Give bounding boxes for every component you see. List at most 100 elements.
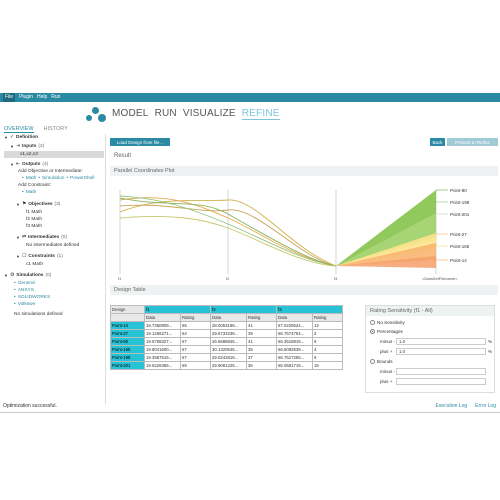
collapse-arrow-icon[interactable]: ▼ <box>16 254 20 259</box>
row-name[interactable]: Point-198 <box>110 353 145 362</box>
table-row[interactable]: Point-14 19.7360809... 65 28.0053198... … <box>110 321 343 330</box>
table-row[interactable]: Point-165 19.8041600... 67 30.1320545...… <box>110 345 343 354</box>
bounds-option[interactable]: Bounds <box>370 359 393 365</box>
tab-refine[interactable]: REFINE <box>241 108 280 120</box>
bounds-minus-input[interactable] <box>396 368 486 375</box>
minus-percent-input[interactable]: 1.0 <box>396 338 486 345</box>
cell[interactable]: 35 <box>246 345 277 354</box>
plus-percent-input[interactable]: 1.0 <box>396 348 486 355</box>
cell[interactable]: 9 <box>312 353 343 362</box>
bounds-plus-input[interactable] <box>396 378 486 385</box>
cell[interactable]: 65 <box>180 321 211 330</box>
load-design-button[interactable]: Load Design from file... <box>110 138 170 146</box>
tree-objectives[interactable]: Objectives <box>28 202 53 207</box>
collapse-arrow-icon[interactable]: ▼ <box>16 202 20 207</box>
tab-history[interactable]: HISTORY <box>43 126 68 132</box>
col-f3[interactable]: f3 <box>276 305 343 314</box>
radio-icon[interactable] <box>370 359 375 365</box>
execution-log-link[interactable]: Execution Log <box>435 403 468 409</box>
cell[interactable]: 66.3518819... <box>276 337 313 346</box>
radio-icon[interactable] <box>370 320 375 326</box>
tree-objective-f2[interactable]: f2 Math <box>26 217 42 222</box>
cell[interactable]: 19.7360809... <box>144 321 181 330</box>
menu-run[interactable]: Run <box>51 94 61 100</box>
table-row[interactable]: Point-27 19.1256271... 64 29.6733238... … <box>110 329 343 338</box>
cell[interactable]: 4 <box>312 345 343 354</box>
cell[interactable]: 29.6733238... <box>210 329 247 338</box>
cell[interactable]: 67 <box>180 345 211 354</box>
tree-objective-f3[interactable]: f3 Math <box>26 224 42 229</box>
tree-inputs[interactable]: Inputs <box>22 144 37 149</box>
collapse-arrow-icon[interactable]: ▼ <box>10 162 14 167</box>
sim-solidworks-link[interactable]: SOLIDWORKS <box>17 295 51 300</box>
sim-general-link[interactable]: General <box>17 281 35 286</box>
cell[interactable]: 67 <box>180 337 211 346</box>
collapse-arrow-icon[interactable]: ▼ <box>16 235 20 240</box>
back-button[interactable]: Back <box>430 138 445 146</box>
row-name[interactable]: Point-201 <box>110 361 145 370</box>
menu-plugin[interactable]: Plugin <box>19 94 33 100</box>
cell[interactable]: 12 <box>312 321 343 330</box>
cell[interactable]: 69 <box>180 361 211 370</box>
col-f1[interactable]: f1 <box>144 305 211 314</box>
row-name[interactable]: Point-27 <box>110 329 145 338</box>
no-sensitivity-option[interactable]: No Sensitivity <box>370 320 405 326</box>
cell[interactable]: 65.0581719... <box>276 361 313 370</box>
row-name[interactable]: Point-165 <box>110 345 145 354</box>
collapse-arrow-icon[interactable]: ▼ <box>4 135 8 140</box>
cell[interactable]: 39 <box>246 329 277 338</box>
cell[interactable]: 66.7574754... <box>276 329 313 338</box>
tree-definition[interactable]: Definition <box>16 135 39 140</box>
sim-nx-link[interactable]: Volkswe <box>17 302 36 307</box>
add-math-link[interactable]: Math <box>25 176 37 181</box>
cell[interactable]: 37 <box>246 353 277 362</box>
cell[interactable]: 30.1320545... <box>210 345 247 354</box>
cell[interactable]: 41 <box>246 321 277 330</box>
cell[interactable]: 19.3587515... <box>144 353 181 362</box>
cell[interactable]: 67 <box>180 353 211 362</box>
cell[interactable]: 29.9081225... <box>210 361 247 370</box>
present-refine-button[interactable]: Present to Refine <box>447 138 498 146</box>
collapse-arrow-icon[interactable]: ▼ <box>4 273 8 278</box>
cell[interactable]: 66.7517255... <box>276 353 313 362</box>
cell[interactable]: 2 <box>312 329 343 338</box>
table-row[interactable]: Point-198 19.3587515... 67 29.0242818...… <box>110 353 343 362</box>
tree-input-item[interactable]: x1,x2,x3 <box>20 152 38 157</box>
tab-overview[interactable]: OVERVIEW <box>4 126 34 133</box>
tree-outputs[interactable]: Outputs <box>22 162 41 167</box>
collapse-arrow-icon[interactable]: ▼ <box>10 144 14 149</box>
tree-objective-f1[interactable]: f1 Math <box>26 210 42 215</box>
tab-model[interactable]: MODEL <box>112 108 149 119</box>
cell[interactable]: 15 <box>312 361 343 370</box>
cell[interactable]: 19.1256271... <box>144 329 181 338</box>
table-row[interactable]: Point-201 19.6226366... 69 29.9081225...… <box>110 361 343 370</box>
tab-run[interactable]: RUN <box>154 108 177 119</box>
menu-file[interactable]: File <box>3 93 16 102</box>
row-name[interactable]: Point-80 <box>110 337 145 346</box>
percentages-option[interactable]: Percentages <box>370 329 403 335</box>
cell[interactable]: 29.0242818... <box>210 353 247 362</box>
cell[interactable]: 41 <box>246 337 277 346</box>
radio-selected-icon[interactable] <box>370 329 375 335</box>
cell[interactable]: 36 <box>246 361 277 370</box>
cell[interactable]: 64 <box>180 329 211 338</box>
cell[interactable]: 26.6688845... <box>210 337 247 346</box>
col-f2[interactable]: f2 <box>210 305 277 314</box>
tree-constraints[interactable]: Constraints <box>28 254 55 259</box>
cell[interactable]: 19.6226366... <box>144 361 181 370</box>
cell[interactable]: 19.6758327... <box>144 337 181 346</box>
cell[interactable]: 66.6092539... <box>276 345 313 354</box>
tree-simulations[interactable]: Simulations <box>16 273 44 278</box>
cell[interactable]: 67.0229524... <box>276 321 313 330</box>
cell[interactable]: 19.8041600... <box>144 345 181 354</box>
tree-intermediates[interactable]: Intermediates <box>28 235 60 240</box>
error-log-link[interactable]: Error Log <box>475 403 496 409</box>
cell[interactable]: 9 <box>312 337 343 346</box>
tree-constraint-c1[interactable]: c1 Math <box>26 262 44 267</box>
col-design[interactable]: Design <box>110 305 145 314</box>
cell[interactable]: 28.0053198... <box>210 321 247 330</box>
add-simulation-link[interactable]: Simulation <box>42 176 65 181</box>
row-name[interactable]: Point-14 <box>110 321 145 330</box>
add-powershell-link[interactable]: PowerShell <box>70 176 95 181</box>
tab-visualize[interactable]: VISUALIZE <box>182 108 236 119</box>
